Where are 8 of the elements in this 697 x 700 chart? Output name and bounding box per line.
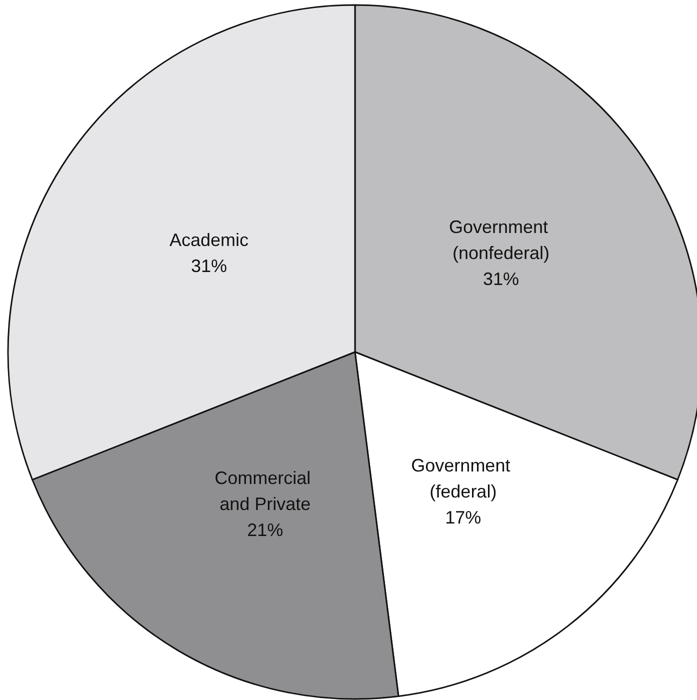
data-label: 31% [191, 256, 228, 276]
slice-label: Government (federal) [411, 455, 516, 502]
slice-label: Government (nonfederal) [448, 216, 554, 263]
data-label: 17% [445, 507, 482, 528]
data-label: 21% [247, 520, 284, 540]
slice-label: Academic [170, 230, 249, 250]
data-label: 31% [482, 268, 519, 289]
slice-label: Commercial and Private [214, 468, 316, 514]
